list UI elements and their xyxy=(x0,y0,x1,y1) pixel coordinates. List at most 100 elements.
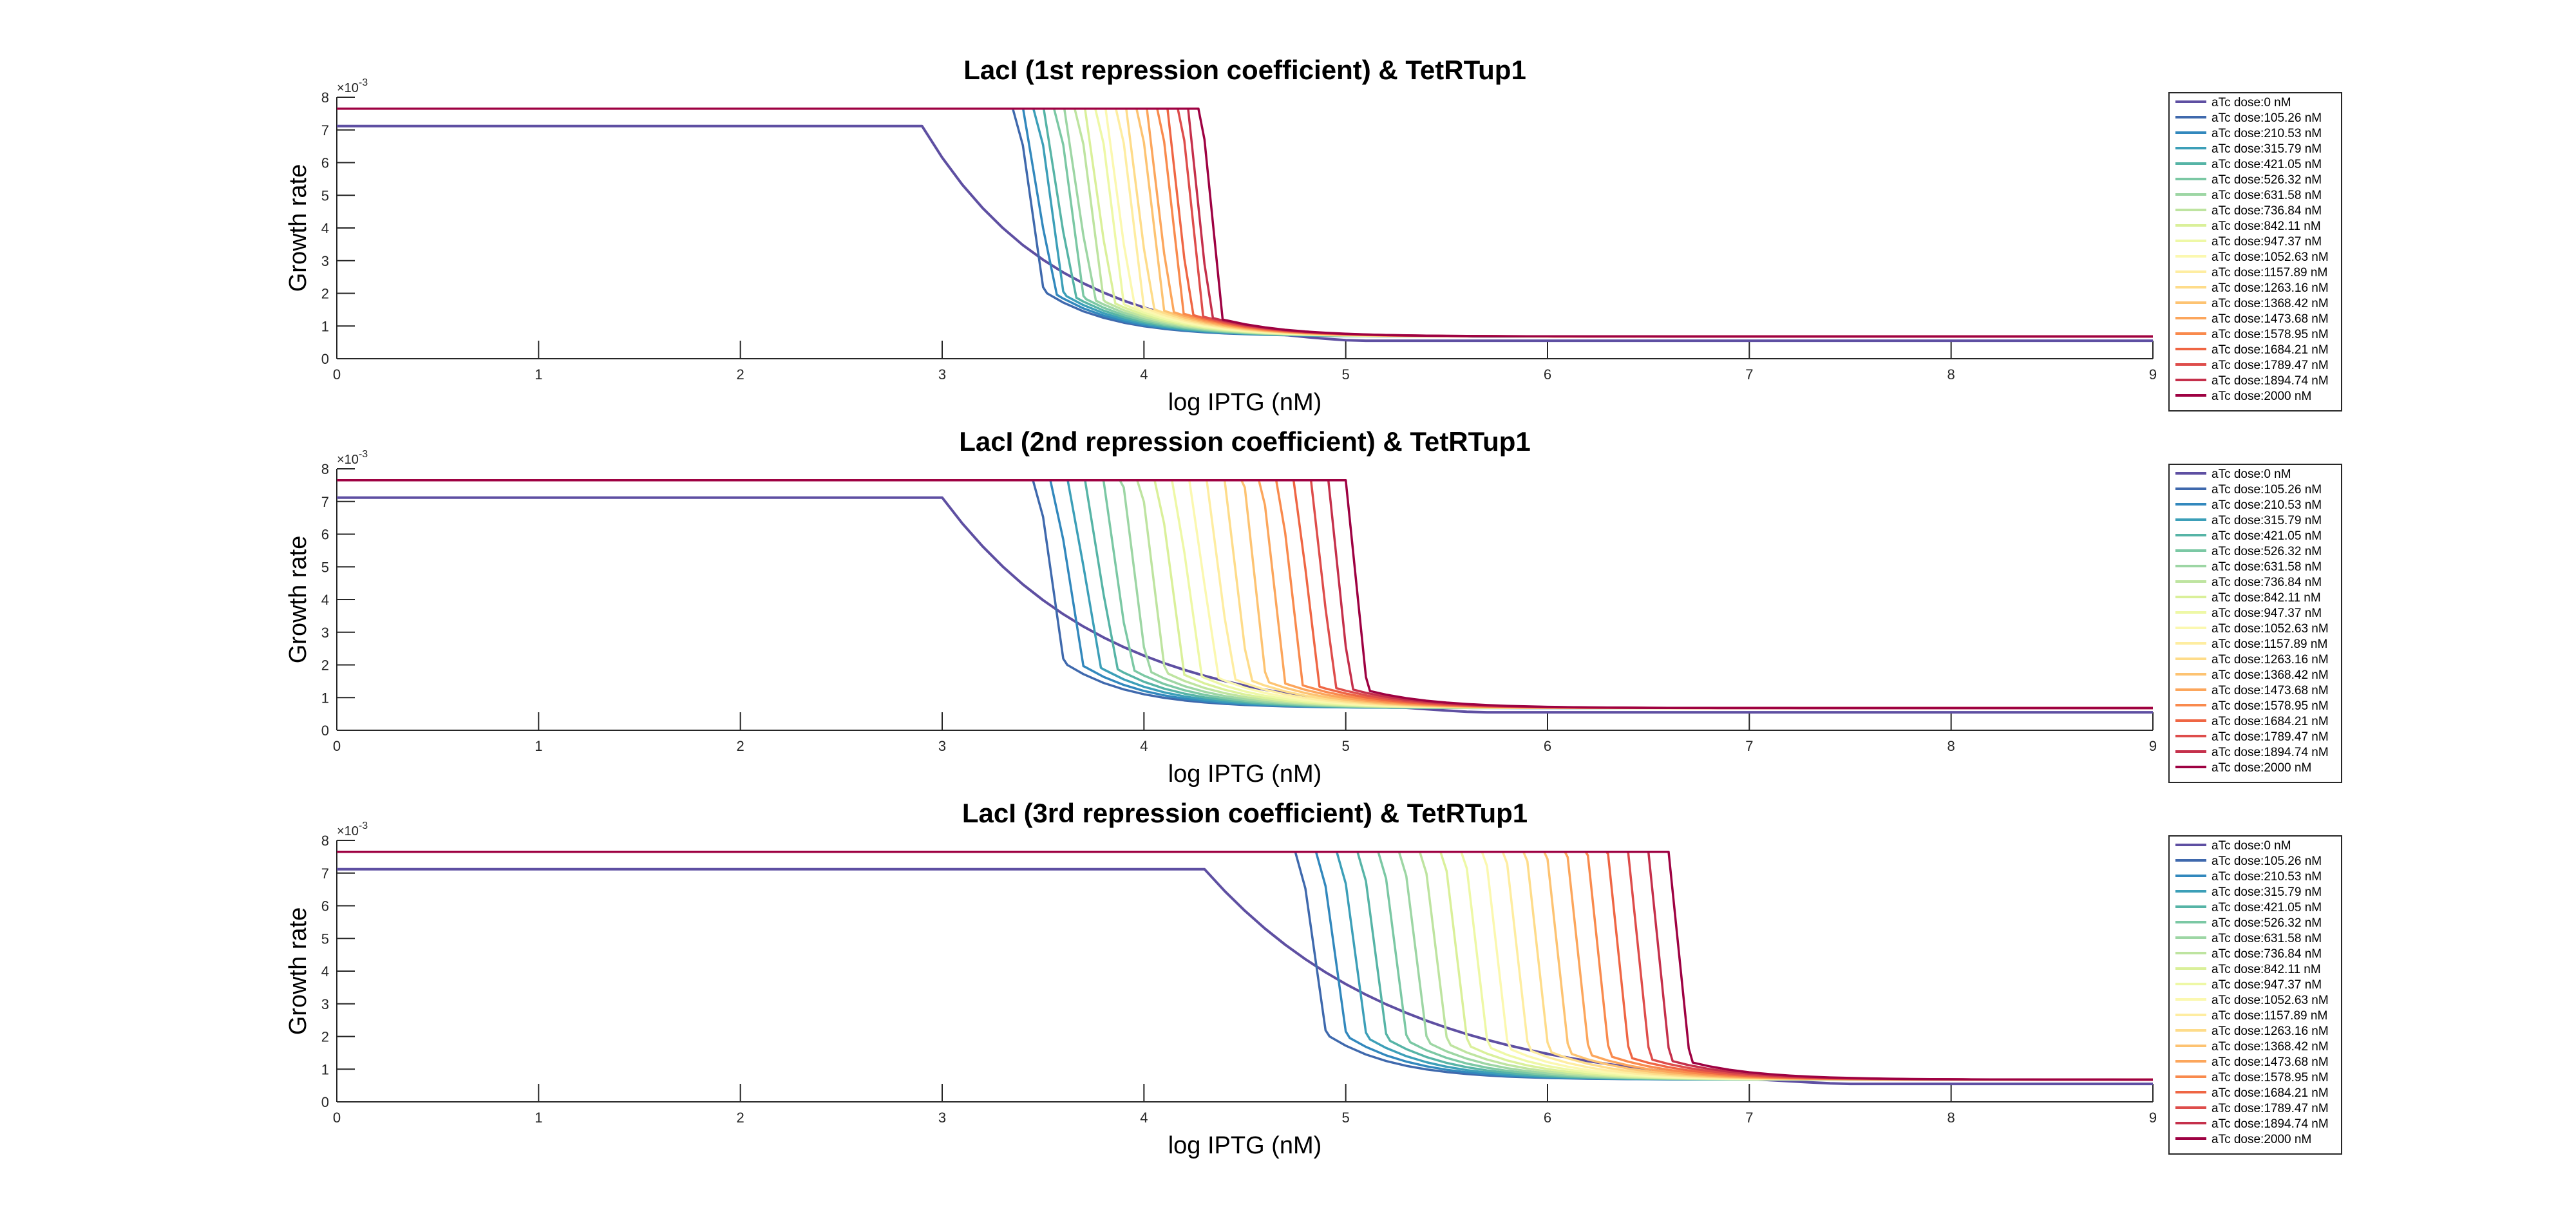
series-line-9 xyxy=(337,479,2153,710)
x-tick-label: 5 xyxy=(1342,738,1350,754)
x-tick-label: 3 xyxy=(938,366,946,383)
legend-entry-label: aTc dose:1052.63 nM xyxy=(2211,251,2329,264)
x-tick-label: 8 xyxy=(1947,738,1955,754)
legend-entry-label: aTc dose:1263.16 nM xyxy=(2211,653,2329,667)
legend-entry-label: aTc dose:1052.63 nM xyxy=(2211,622,2329,636)
series-line-0 xyxy=(337,867,2153,1086)
x-tick-label: 5 xyxy=(1342,1110,1350,1126)
legend-entry-label: aTc dose:1368.42 nM xyxy=(2211,297,2329,310)
chart-title: LacI (3rd repression coefficient) & TetR… xyxy=(962,798,1528,828)
legend-entry-label: aTc dose:210.53 nM xyxy=(2211,498,2322,512)
x-tick-label: 3 xyxy=(938,738,946,754)
series-line-2 xyxy=(337,851,2153,1081)
x-axis-label: log IPTG (nM) xyxy=(1168,389,1322,416)
x-tick-label: 6 xyxy=(1544,366,1551,383)
y-tick-label: 6 xyxy=(321,527,329,543)
series-line-11 xyxy=(337,108,2153,338)
series-line-1 xyxy=(337,851,2153,1081)
series-line-15 xyxy=(337,479,2153,710)
legend-entry-label: aTc dose:1473.68 nM xyxy=(2211,312,2329,326)
x-tick-label: 6 xyxy=(1544,738,1551,754)
x-axis-label: log IPTG (nM) xyxy=(1168,761,1322,788)
x-tick-label: 7 xyxy=(1745,738,1753,754)
legend-entry-label: aTc dose:1894.74 nM xyxy=(2211,374,2329,388)
legend-entry-label: aTc dose:1894.74 nM xyxy=(2211,746,2329,759)
legend-entry-label: aTc dose:736.84 nM xyxy=(2211,576,2322,589)
legend-entry-label: aTc dose:947.37 nM xyxy=(2211,978,2322,992)
y-exponent-label: ×10-3 xyxy=(337,449,368,467)
legend-entry-label: aTc dose:631.58 nM xyxy=(2211,189,2322,202)
legend-entry-label: aTc dose:315.79 nM xyxy=(2211,142,2322,156)
y-tick-label: 8 xyxy=(321,90,329,106)
y-tick-label: 4 xyxy=(321,963,329,979)
series-line-10 xyxy=(337,851,2153,1081)
y-tick-label: 6 xyxy=(321,155,329,171)
y-tick-label: 0 xyxy=(321,351,329,367)
legend-entry-label: aTc dose:105.26 nM xyxy=(2211,111,2322,125)
y-tick-label: 5 xyxy=(321,559,329,575)
series-lines xyxy=(337,851,2153,1086)
y-tick-label: 5 xyxy=(321,931,329,947)
series-lines xyxy=(337,479,2153,714)
x-tick-label: 9 xyxy=(2149,1110,2157,1126)
x-tick-label: 9 xyxy=(2149,738,2157,754)
series-line-11 xyxy=(337,851,2153,1081)
y-exponent-base: ×10 xyxy=(337,453,359,467)
series-line-9 xyxy=(337,851,2153,1081)
x-tick-label: 0 xyxy=(333,738,341,754)
legend-entry-label: aTc dose:947.37 nM xyxy=(2211,607,2322,620)
legend-entry-label: aTc dose:1789.47 nM xyxy=(2211,730,2329,744)
x-tick-label: 1 xyxy=(535,738,542,754)
legend-entry-label: aTc dose:421.05 nM xyxy=(2211,529,2322,543)
chart-panel-3: LacI (3rd repression coefficient) & TetR… xyxy=(285,798,2342,1159)
legend-entry-label: aTc dose:210.53 nM xyxy=(2211,127,2322,140)
legend-entry-label: aTc dose:1789.47 nM xyxy=(2211,1102,2329,1115)
x-tick-label: 7 xyxy=(1745,1110,1753,1126)
y-exponent-power: -3 xyxy=(359,77,368,88)
x-tick-label: 1 xyxy=(535,366,542,383)
legend-entry-label: aTc dose:1263.16 nM xyxy=(2211,1025,2329,1038)
y-exponent-label: ×10-3 xyxy=(337,820,368,838)
y-exponent-base: ×10 xyxy=(337,824,359,838)
chart-title: LacI (2nd repression coefficient) & TetR… xyxy=(959,426,1531,457)
legend-entry-label: aTc dose:315.79 nM xyxy=(2211,514,2322,527)
x-tick-label: 3 xyxy=(938,1110,946,1126)
x-tick-label: 2 xyxy=(737,366,744,383)
series-line-18 xyxy=(337,851,2153,1081)
legend-entry-label: aTc dose:1157.89 nM xyxy=(2211,638,2327,651)
series-line-13 xyxy=(337,108,2153,338)
series-line-5 xyxy=(337,851,2153,1081)
series-line-5 xyxy=(337,479,2153,710)
legend-entry-label: aTc dose:947.37 nM xyxy=(2211,235,2322,249)
y-tick-label: 1 xyxy=(321,318,329,334)
legend-entry-label: aTc dose:421.05 nM xyxy=(2211,158,2322,171)
series-line-19 xyxy=(337,479,2153,710)
legend-entry-label: aTc dose:1684.21 nM xyxy=(2211,715,2329,728)
y-axis-label: Growth rate xyxy=(285,536,312,664)
series-line-1 xyxy=(337,108,2153,338)
y-tick-label: 2 xyxy=(321,286,329,302)
x-tick-label: 8 xyxy=(1947,366,1955,383)
chart-panel-2: LacI (2nd repression coefficient) & TetR… xyxy=(285,426,2342,788)
y-tick-label: 5 xyxy=(321,187,329,203)
y-tick-label: 4 xyxy=(321,220,329,236)
y-tick-label: 8 xyxy=(321,461,329,477)
legend-entry-label: aTc dose:1894.74 nM xyxy=(2211,1117,2329,1131)
series-line-19 xyxy=(337,108,2153,338)
series-line-17 xyxy=(337,108,2153,338)
legend-entry-label: aTc dose:631.58 nM xyxy=(2211,932,2322,945)
series-line-19 xyxy=(337,851,2153,1081)
legend-entry-label: aTc dose:1368.42 nM xyxy=(2211,668,2329,682)
legend-entry-label: aTc dose:1789.47 nM xyxy=(2211,359,2329,372)
legend-entry-label: aTc dose:842.11 nM xyxy=(2211,220,2321,233)
legend-entry-label: aTc dose:1578.95 nM xyxy=(2211,328,2329,341)
legend-box xyxy=(2168,464,2342,783)
series-line-14 xyxy=(337,108,2153,338)
legend-entry-label: aTc dose:1157.89 nM xyxy=(2211,1009,2327,1023)
y-tick-label: 6 xyxy=(321,898,329,914)
x-tick-label: 5 xyxy=(1342,366,1350,383)
